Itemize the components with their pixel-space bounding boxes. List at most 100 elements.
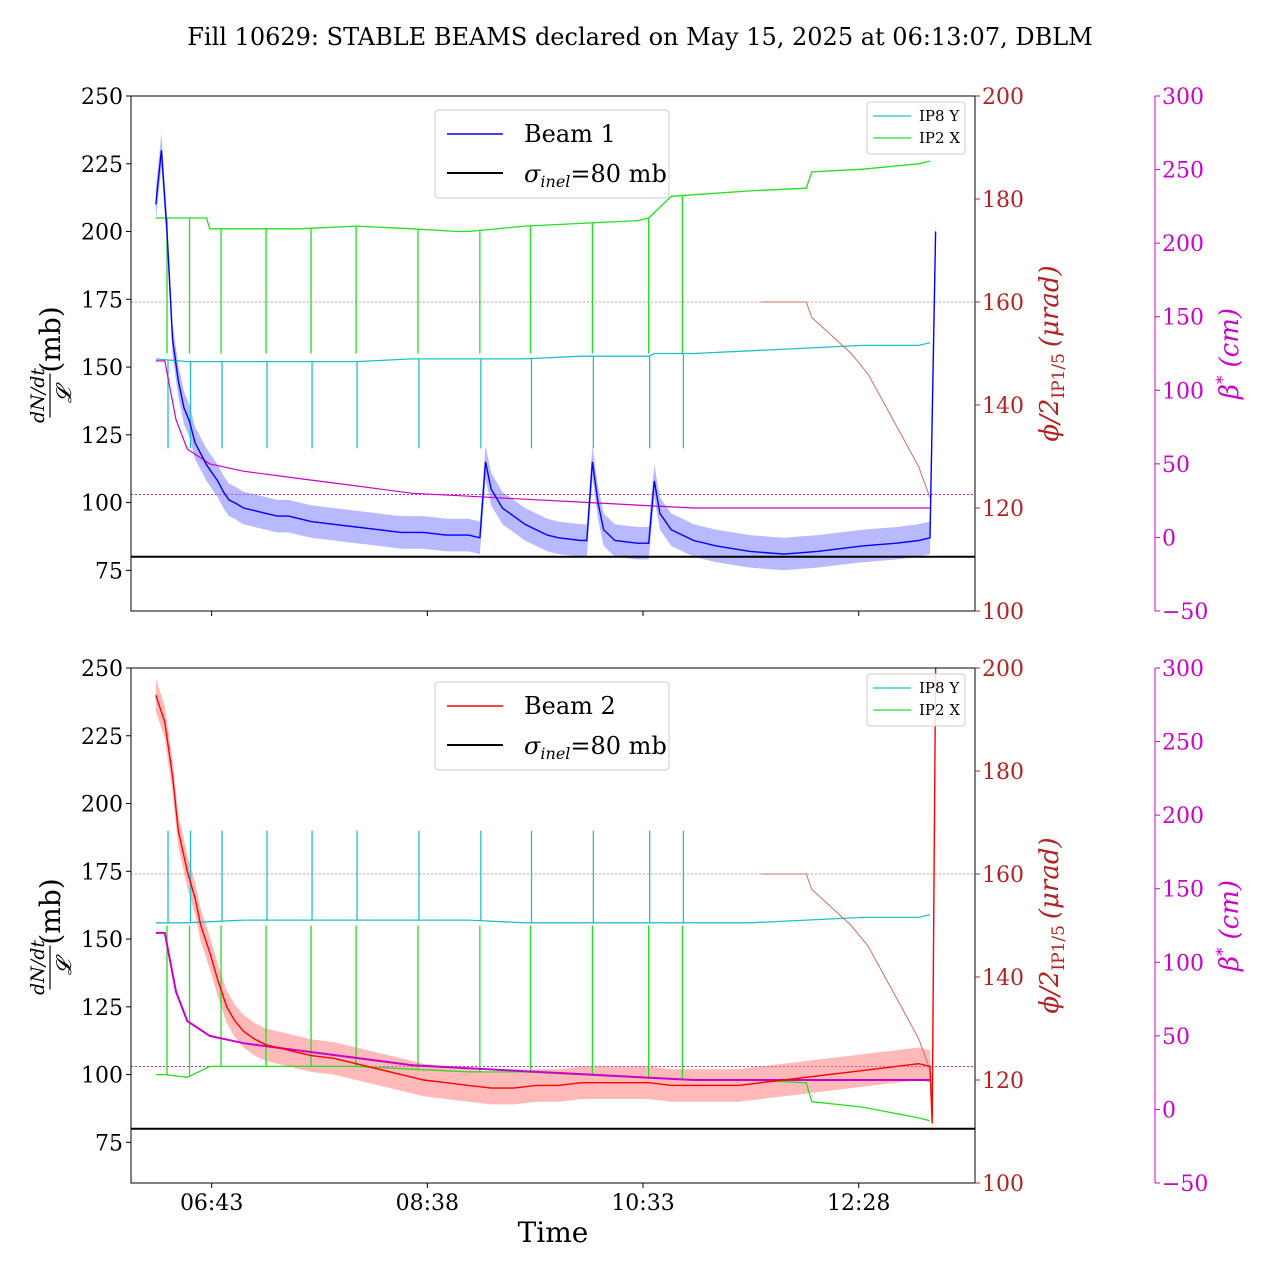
legend-ip8y-label: IP8 Y bbox=[919, 679, 960, 697]
plot-frame bbox=[130, 95, 976, 612]
left-tick-label: 225 bbox=[81, 725, 123, 750]
right1-tick-label: 200 bbox=[982, 85, 1024, 110]
right1-tick-label: 160 bbox=[982, 291, 1024, 316]
right2-label-main: β bbox=[1215, 384, 1245, 400]
x-tick-label: 12:28 bbox=[827, 1191, 890, 1216]
right2-tick-label: 200 bbox=[1162, 804, 1204, 829]
left-tick-label: 75 bbox=[95, 1131, 123, 1156]
left-tick-label: 200 bbox=[81, 221, 123, 246]
crossing-angle-line bbox=[761, 301, 931, 498]
right2-label-unit: (cm) bbox=[1215, 308, 1245, 368]
ylabel-unit: (mb) bbox=[34, 878, 67, 944]
right1-tick-label: 180 bbox=[982, 188, 1024, 213]
left-tick-label: 100 bbox=[81, 1064, 123, 1089]
ip8y-line bbox=[155, 342, 931, 363]
plot-area bbox=[131, 668, 975, 1140]
left-tick-label: 250 bbox=[81, 657, 123, 682]
right2-tick-label: 50 bbox=[1162, 453, 1190, 478]
legend-beam-label: Beam 2 bbox=[524, 692, 616, 720]
ylabel-denominator: 𝓛 bbox=[52, 382, 76, 403]
right1-tick-label: 180 bbox=[982, 760, 1024, 785]
right2-tick-label: 100 bbox=[1162, 379, 1204, 404]
right2-tick-label: 150 bbox=[1162, 878, 1204, 903]
legend-main: Beam 2 σinel=80 mb bbox=[434, 681, 670, 771]
legend-ip2x-label: IP2 X bbox=[919, 701, 960, 719]
right1-tick-label: 140 bbox=[982, 966, 1024, 991]
left-axis-label: dN/dt 𝓛 (mb) bbox=[27, 306, 76, 423]
ylabel-unit: (mb) bbox=[34, 306, 67, 372]
right1-tick-label: 100 bbox=[982, 1172, 1024, 1197]
right1-label-main: ϕ/2 bbox=[1035, 971, 1065, 1014]
left-tick-label: 250 bbox=[81, 85, 123, 110]
ylabel-numerator: dN/dt bbox=[27, 368, 49, 423]
right2-tick-label: 0 bbox=[1162, 526, 1176, 551]
beta-star-line bbox=[155, 360, 930, 509]
right1-tick-label: 160 bbox=[982, 863, 1024, 888]
right2-tick-label: 50 bbox=[1162, 1025, 1190, 1050]
legend-small-box bbox=[866, 673, 966, 727]
right2-label-sup: * bbox=[1213, 375, 1233, 384]
right2-tick-label: 150 bbox=[1162, 306, 1204, 331]
beam-band bbox=[155, 133, 936, 571]
legend-sigma-sub: inel bbox=[540, 744, 570, 763]
right1-label-sub: IP1/5 bbox=[1049, 925, 1069, 971]
left-tick-label: 125 bbox=[81, 424, 123, 449]
x-tick-label: 10:33 bbox=[611, 1191, 674, 1216]
svg-text:ϕ/2IP1/5(μrad): ϕ/2IP1/5 (μrad) bbox=[1035, 265, 1069, 441]
right2-tick-label: 100 bbox=[1162, 951, 1204, 976]
ylabel-numerator: dN/dt bbox=[27, 940, 49, 995]
left-tick-label: 100 bbox=[81, 492, 123, 517]
x-axis-label: Time bbox=[518, 1216, 589, 1249]
legend-main-box bbox=[434, 109, 670, 199]
panel-top: 75 100 125 150 175 200 225 250 100 120 140 160 180 20… bbox=[27, 85, 1245, 625]
beam-line bbox=[155, 150, 937, 555]
right2-tick-label: 250 bbox=[1162, 159, 1204, 184]
right1-tick-label: 140 bbox=[982, 394, 1024, 419]
left-tick-label: 125 bbox=[81, 996, 123, 1021]
legend-sigma-label: σinel=80 mb bbox=[524, 160, 667, 191]
right1-tick-label: 120 bbox=[982, 497, 1024, 522]
left-tick-label: 200 bbox=[81, 793, 123, 818]
crossing-angle-line bbox=[761, 873, 931, 1070]
right2-label-sup: * bbox=[1213, 947, 1233, 956]
left-tick-label: 175 bbox=[81, 860, 123, 885]
right1-axis-label: ϕ/2IP1/5 (μrad) bbox=[1035, 837, 1069, 1013]
right2-tick-label: −50 bbox=[1162, 1172, 1208, 1197]
ip2x-line bbox=[155, 160, 931, 233]
right2-tick-label: 300 bbox=[1162, 85, 1204, 110]
legend-ip8y-label: IP8 Y bbox=[919, 107, 960, 125]
legend-sigma-label: σinel=80 mb bbox=[524, 732, 667, 763]
legend-sigma-rest: =80 mb bbox=[570, 732, 666, 760]
svg-text:β*(cm): β* (cm) bbox=[1213, 308, 1245, 400]
plot-area bbox=[131, 133, 975, 571]
right1-tick-label: 200 bbox=[982, 657, 1024, 682]
legend-main: Beam 1 σinel=80 mb bbox=[434, 109, 670, 199]
beam-line bbox=[155, 668, 937, 1124]
right2-tick-label: 200 bbox=[1162, 232, 1204, 257]
right1-label-unit: (μrad) bbox=[1035, 837, 1065, 919]
svg-text:β*(cm): β* (cm) bbox=[1213, 880, 1245, 972]
beta-star-line bbox=[155, 931, 930, 1081]
right2-tick-label: −50 bbox=[1162, 600, 1208, 625]
right1-axis-label: ϕ/2IP1/5 (μrad) bbox=[1035, 265, 1069, 441]
left-tick-label: 225 bbox=[81, 153, 123, 178]
plot-frame bbox=[130, 667, 976, 1184]
right2-label-unit: (cm) bbox=[1215, 880, 1245, 940]
legend-main-box bbox=[434, 681, 670, 771]
right1-label-unit: (μrad) bbox=[1035, 265, 1065, 347]
left-tick-label: 150 bbox=[81, 356, 123, 381]
right1-label-sub: IP1/5 bbox=[1049, 353, 1069, 399]
legend-ip2x-label: IP2 X bbox=[919, 129, 960, 147]
right2-tick-label: 0 bbox=[1162, 1098, 1176, 1123]
chart-title: Fill 10629: STABLE BEAMS declared on May… bbox=[187, 23, 1092, 51]
legend-sigma-symbol: σ bbox=[524, 732, 541, 760]
panel-bottom: 75 100 125 150 175 200 225 250 100 120 140 160 180 20… bbox=[27, 657, 1245, 1216]
legend-sigma-symbol: σ bbox=[524, 160, 541, 188]
left-axis-label: dN/dt 𝓛 (mb) bbox=[27, 878, 76, 995]
right2-tick-label: 250 bbox=[1162, 731, 1204, 756]
left-tick-label: 175 bbox=[81, 288, 123, 313]
legend-small-box bbox=[866, 101, 966, 155]
right2-axis-label: β* (cm) bbox=[1213, 308, 1245, 400]
x-tick-label: 06:43 bbox=[180, 1191, 243, 1216]
legend-small: IP8 Y IP2 X bbox=[866, 101, 966, 155]
